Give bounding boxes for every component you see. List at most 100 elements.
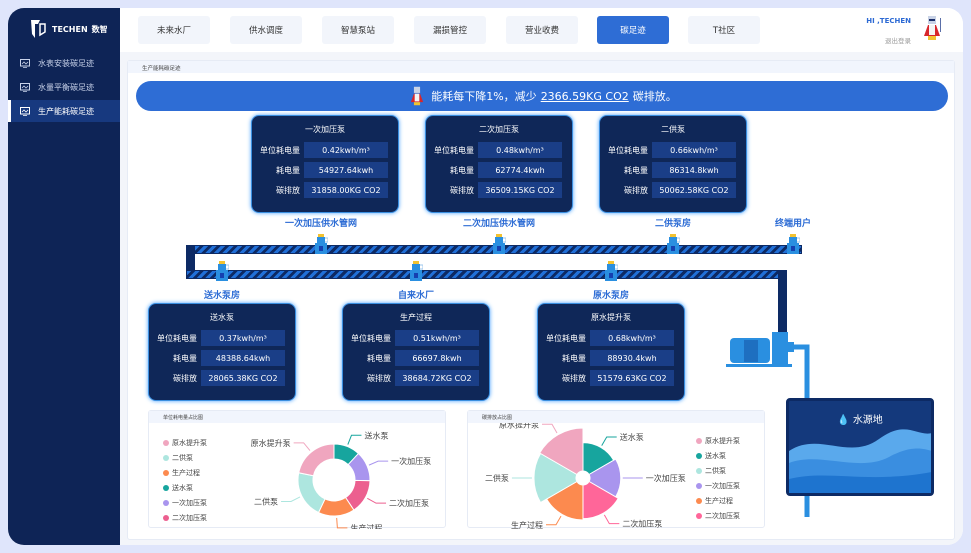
legend-item[interactable]: 送水泵: [163, 480, 207, 495]
slice-label: 送水泵: [620, 432, 644, 442]
power-value: 62774.4kwh: [478, 162, 562, 178]
water-source-label: 水源地: [852, 415, 883, 426]
power-value: 86314.8kwh: [652, 162, 736, 178]
station-card: 原水提升泵 单位耗电量 0.68kwh/m³ 耗电量 88930.4kwh 碳排放 5…: [537, 303, 685, 401]
nav-t-community[interactable]: T社区: [688, 16, 760, 44]
banner-value: 2366.59KG CO2: [540, 89, 629, 103]
slice-label: 二次加压泵: [389, 498, 429, 508]
valve-icon[interactable]: [314, 234, 329, 254]
carbon-value: 50062.58KG CO2: [652, 182, 736, 198]
legend-item[interactable]: 生产过程: [696, 493, 740, 508]
brand-suffix: 数智: [91, 24, 108, 34]
leader-line: [368, 460, 389, 466]
avatar[interactable]: [919, 14, 945, 42]
location-label: 原水泵房: [592, 291, 630, 301]
sidebar-item-water-balance[interactable]: 水量平衡碳足迹: [8, 76, 120, 98]
power-value: 66697.8kwh: [395, 350, 479, 366]
sidebar-item-meter-install[interactable]: 水表安装碳足迹: [8, 52, 120, 74]
unit-consumption-value: 0.42kwh/m³: [304, 142, 388, 158]
legend-swatch: [696, 512, 702, 519]
unit-consumption-label: 单位耗电量: [434, 145, 474, 155]
carbon-label: 碳排放: [367, 373, 391, 383]
unit-consumption-value: 0.66kwh/m³: [652, 142, 736, 158]
nav-future-plant[interactable]: 未来水厂: [138, 16, 210, 44]
slice-label: 一次加压泵: [391, 456, 431, 466]
banner-suffix: 碳排放。: [632, 90, 677, 103]
legend-item[interactable]: 二供泵: [163, 450, 207, 465]
legend-item[interactable]: 原水提升泵: [696, 433, 740, 448]
legend-swatch: [696, 482, 702, 489]
pie-slice[interactable]: [297, 472, 326, 514]
valve-icon[interactable]: [786, 234, 801, 254]
carbon-emission-chart: 碳排放占比图 送水泵 一次加压泵 二次加压泵 生产过程 二供泵 原水提升泵 原水提升泵 送水…: [467, 410, 765, 529]
location-label: 自来水厂: [397, 291, 435, 301]
power-value: 48388.64kwh: [201, 350, 285, 366]
carbon-label: 碳排放: [562, 373, 586, 383]
sidebar-item-production-energy[interactable]: 生产能耗碳足迹: [8, 100, 120, 122]
legend-swatch: [696, 497, 702, 504]
nav-billing[interactable]: 营业收费: [506, 16, 578, 44]
legend-item[interactable]: 一次加压泵: [163, 495, 207, 510]
pie-slice[interactable]: [582, 480, 619, 520]
power-label: 耗电量: [367, 353, 391, 363]
logout-link[interactable]: 退出登录: [885, 37, 911, 45]
legend-item[interactable]: 二次加压泵: [163, 510, 207, 525]
chart-legend: 原水提升泵送水泵二供泵一次加压泵 生产过程二次加压泵: [696, 433, 740, 523]
station-name: 生产过程: [400, 313, 432, 322]
valve-icon[interactable]: [409, 261, 424, 281]
slice-label: 生产过程: [511, 520, 543, 529]
sidebar: TECHEN 数智 水表安装碳足迹 水量平衡碳足迹 生产能耗碳足迹: [8, 8, 120, 545]
location-label: 送水泵房: [203, 291, 241, 301]
valve-icon[interactable]: [604, 261, 619, 281]
unit-consumption-chart: 单位耗电量占比图 送水泵 一次加压泵 二次加压泵 生产过程 二供泵 原水提升泵 原水提升泵…: [148, 410, 446, 529]
pie-slice[interactable]: [545, 480, 584, 521]
legend-item[interactable]: 二供泵: [696, 463, 740, 478]
station-name: 送水泵: [210, 313, 234, 322]
legend-label: 二供泵: [705, 466, 726, 475]
slice-label: 原水提升泵: [499, 423, 539, 429]
pie-slice[interactable]: [298, 443, 335, 477]
pie-slice[interactable]: [533, 452, 578, 504]
nav-leakage[interactable]: 漏损管控: [414, 16, 486, 44]
valve-icon[interactable]: [492, 234, 507, 254]
mascot-icon: [411, 86, 424, 106]
legend-swatch: [163, 469, 169, 476]
pie-slice[interactable]: [539, 427, 584, 476]
legend-label: 一次加压泵: [172, 498, 207, 507]
carbon-value: 51579.63KG CO2: [590, 370, 674, 386]
nav-supply-dispatch[interactable]: 供水调度: [230, 16, 302, 44]
legend-item[interactable]: 送水泵: [696, 448, 740, 463]
slice-label: 二供泵: [485, 473, 509, 483]
nav-carbon-footprint[interactable]: 碳足迹: [597, 16, 669, 44]
legend-item[interactable]: 二次加压泵: [696, 508, 740, 523]
legend-swatch: [163, 454, 169, 461]
valve-icon[interactable]: [666, 234, 681, 254]
riser-pipe: [778, 270, 787, 345]
nav-smart-pump[interactable]: 智慧泵站: [322, 16, 394, 44]
legend-label: 二次加压泵: [705, 511, 740, 520]
brand-name: TECHEN: [52, 24, 88, 34]
legend-swatch: [696, 437, 702, 444]
legend-item[interactable]: 一次加压泵: [696, 478, 740, 493]
valve-icon[interactable]: [215, 261, 230, 281]
leader-line: [347, 434, 362, 445]
carbon-value: 31858.00KG CO2: [304, 182, 388, 198]
monitor-icon: [20, 106, 30, 116]
station-card: 生产过程 单位耗电量 0.51kwh/m³ 耗电量 66697.8kwh 碳排放 38…: [342, 303, 490, 401]
leader-line: [367, 497, 387, 504]
legend-label: 原水提升泵: [705, 436, 740, 445]
power-label: 耗电量: [276, 165, 300, 175]
leader-line: [546, 515, 562, 526]
legend-item[interactable]: 生产过程: [163, 465, 207, 480]
carbon-label: 碳排放: [276, 185, 300, 195]
page-title: 生产能耗碳足迹: [128, 61, 954, 73]
legend-label: 二供泵: [172, 453, 193, 462]
location-label: 二次加压供水管网: [462, 219, 536, 229]
leader-line: [336, 517, 348, 529]
station-card: 一次加压泵 单位耗电量 0.42kwh/m³ 耗电量 54927.64kwh 碳排放…: [251, 115, 399, 213]
power-label: 耗电量: [450, 165, 474, 175]
legend-item[interactable]: 原水提升泵: [163, 435, 207, 450]
sidebar-item-label: 水量平衡碳足迹: [38, 82, 94, 92]
carbon-label: 碳排放: [450, 185, 474, 195]
